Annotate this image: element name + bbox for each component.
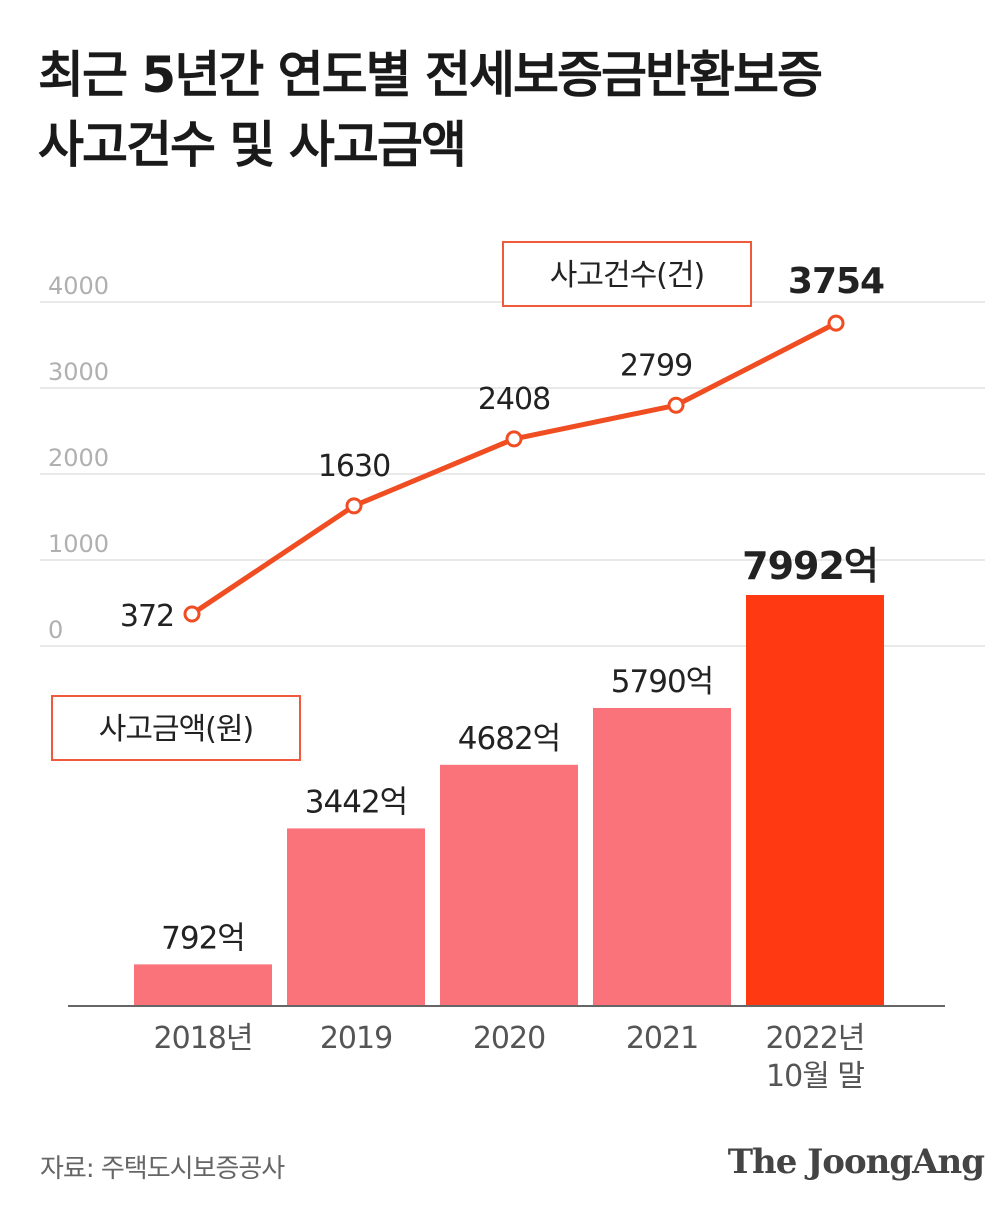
y-tick-label: 1000 bbox=[48, 530, 109, 558]
line-value-label: 3754 bbox=[788, 261, 884, 302]
chart-title-line-1: 최근 5년간 연도별 전세보증금반환보증 bbox=[38, 46, 823, 104]
source-note: 자료: 주택도시보증공사 bbox=[40, 1154, 285, 1184]
y-tick-label: 2000 bbox=[48, 444, 109, 472]
line-value-label: 1630 bbox=[318, 449, 390, 484]
bar bbox=[134, 964, 272, 1005]
legend-line-box bbox=[502, 241, 752, 307]
bar-value-label: 3442억 bbox=[305, 784, 407, 820]
legend-bar-box bbox=[51, 695, 301, 761]
bar-value-label: 5790억 bbox=[611, 664, 713, 700]
line-value-label: 372 bbox=[120, 599, 174, 634]
bar-value-label: 4682억 bbox=[458, 721, 560, 757]
chart-title-line-2: 사고건수 및 사고금액 bbox=[38, 116, 467, 174]
bar-value-label: 7992억 bbox=[742, 544, 878, 588]
bar bbox=[746, 595, 884, 1005]
line-value-label: 2408 bbox=[478, 382, 550, 417]
y-tick-label: 3000 bbox=[48, 358, 109, 386]
x-tick-label: 2020 bbox=[473, 1021, 545, 1056]
line-point bbox=[183, 605, 201, 623]
bar bbox=[287, 828, 425, 1005]
legend-line-label: 사고건수(건) bbox=[550, 258, 704, 293]
line-point bbox=[667, 396, 685, 414]
line-point bbox=[345, 497, 363, 515]
legend-bar-label: 사고금액(원) bbox=[99, 712, 253, 747]
x-tick-label: 2019 bbox=[320, 1021, 392, 1056]
bar bbox=[593, 707, 731, 1005]
bar-value-label: 792억 bbox=[161, 920, 245, 956]
x-tick-label: 2018년 bbox=[154, 1021, 253, 1056]
brand-logo: The JoongAng bbox=[727, 1142, 985, 1182]
chart-title: 최근 5년간 연도별 전세보증금반환보증 사고건수 및 사고금액 bbox=[38, 40, 978, 180]
x-tick-label: 10월 말 bbox=[766, 1059, 864, 1094]
x-tick-label: 2021 bbox=[626, 1021, 698, 1056]
bar bbox=[440, 764, 578, 1005]
x-tick-label: 2022년 bbox=[766, 1021, 865, 1056]
line-value-label: 2799 bbox=[620, 348, 692, 383]
line-point bbox=[827, 314, 845, 332]
line-series bbox=[189, 320, 839, 617]
line-point bbox=[505, 430, 523, 448]
y-tick-label: 0 bbox=[48, 616, 63, 644]
y-tick-label: 4000 bbox=[48, 272, 109, 300]
